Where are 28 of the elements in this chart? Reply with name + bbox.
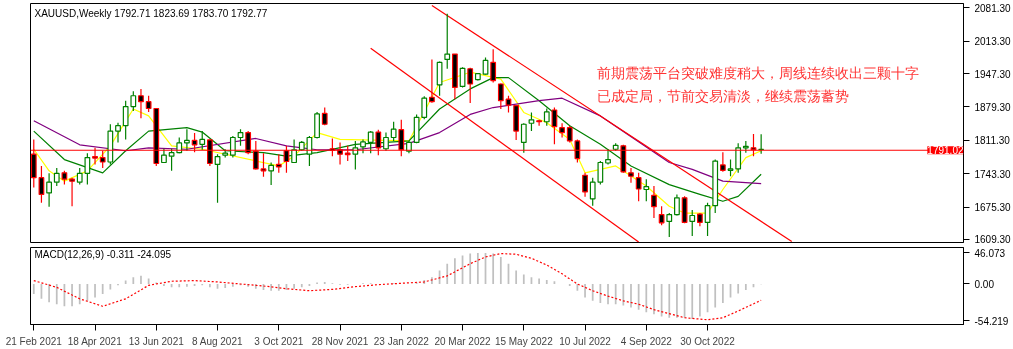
y-tick-label: 1609.30 [974, 234, 1012, 246]
y-tick-label: 46.073 [974, 247, 1006, 259]
annotation: 前期震荡平台突破难度稍大，周线连续收出三颗十字 [596, 64, 919, 81]
ref-line-label: 1791.02 [927, 145, 964, 157]
y-tick-label: -54.219 [974, 315, 1009, 327]
x-tick-label: 20 Mar 2022 [434, 335, 492, 347]
x-tick-label: 8 Aug 2021 [191, 335, 243, 347]
x-tick-label: 18 Apr 2021 [67, 335, 123, 347]
x-tick-label: 10 Jul 2022 [559, 335, 612, 347]
x-tick-label: 4 Sep 2022 [620, 335, 673, 347]
x-tick-label: 30 Oct 2022 [680, 335, 736, 347]
text: XAUUSD,Weekly 1792.71 1823.69 1783.70 1792.77 [34, 8, 268, 20]
x-tick-label: 21 Feb 2021 [5, 335, 63, 347]
x-tick-label: 23 Jan 2022 [373, 335, 430, 347]
y-tick-label: 1743.30 [974, 168, 1012, 180]
y-tick-label: 1811.30 [974, 135, 1011, 147]
chart-title: MACD(12,26,9) -0.311 -24.095 [34, 249, 172, 261]
x-tick-label: 13 Jun 2021 [128, 335, 185, 347]
y-tick-label: 2013.30 [974, 36, 1012, 48]
y-tick-label: 1675.30 [974, 202, 1012, 214]
y-tick-label: 1879.30 [974, 101, 1012, 113]
x-tick-label: 28 Nov 2021 [311, 335, 369, 347]
x-tick-label: 15 May 2022 [494, 335, 554, 347]
y-tick-label: 0.00 [974, 278, 995, 290]
y-tick-label: 2081.30 [974, 2, 1012, 14]
x-tick-label: 3 Oct 2021 [254, 335, 304, 347]
annotation: 已成定局，节前交易清淡，继续震荡蓄势 [596, 87, 849, 104]
y-tick-label: 1947.30 [974, 68, 1012, 80]
